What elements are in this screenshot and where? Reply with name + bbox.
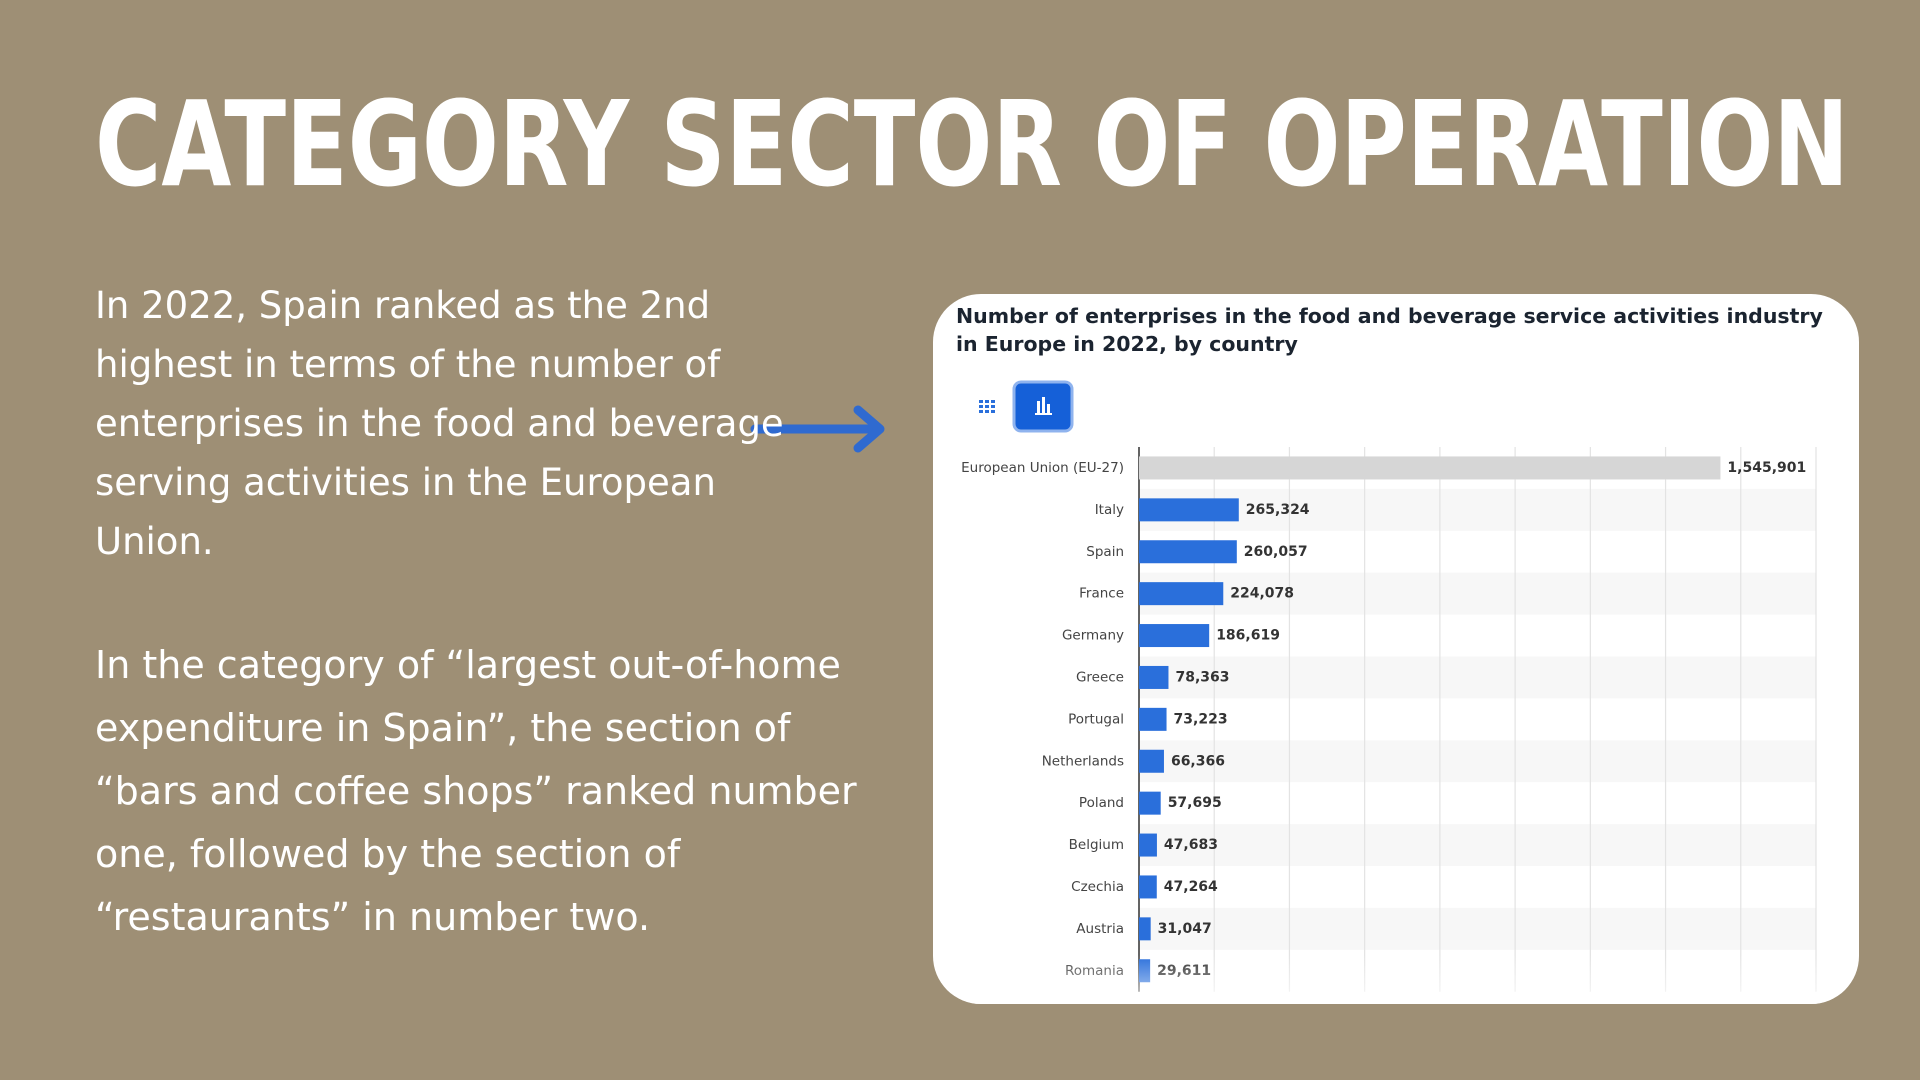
- row-stripe: [1139, 907, 1816, 950]
- bar: [1139, 498, 1239, 522]
- bar: [1139, 540, 1237, 564]
- value-label: 57,695: [1168, 795, 1222, 811]
- category-label: Austria: [1076, 921, 1124, 937]
- bar: [1139, 749, 1164, 773]
- value-label: 1,545,901: [1727, 460, 1806, 476]
- category-label: Belgium: [1069, 837, 1124, 853]
- value-label: 224,078: [1230, 586, 1294, 602]
- bar: [1139, 707, 1167, 731]
- bar: [1139, 791, 1161, 815]
- slide-title: CATEGORY SECTOR OF OPERATION: [95, 75, 1849, 213]
- value-label: 78,363: [1175, 669, 1229, 685]
- bar: [1139, 833, 1157, 857]
- chart-title: Number of enterprises in the food and be…: [956, 304, 1823, 356]
- value-label: 47,264: [1164, 879, 1218, 895]
- bar: [1139, 456, 1721, 480]
- arrow: [750, 405, 885, 453]
- chart-view-button[interactable]: [1012, 380, 1074, 433]
- bar: [1139, 665, 1169, 689]
- value-label: 66,366: [1171, 753, 1225, 769]
- category-label: France: [1079, 586, 1124, 602]
- value-label: 186,619: [1216, 628, 1280, 644]
- fade-overlay: [933, 955, 1859, 1004]
- category-label: Italy: [1095, 502, 1124, 518]
- value-label: 265,324: [1246, 502, 1310, 518]
- row-stripe: [1139, 488, 1816, 531]
- value-label: 260,057: [1244, 544, 1308, 560]
- category-label: Spain: [1086, 544, 1124, 560]
- bar: [1139, 875, 1157, 899]
- row-stripe: [1139, 824, 1816, 866]
- paragraph: In the category of “largest out-of-home …: [95, 643, 857, 939]
- bar: [1139, 582, 1224, 606]
- value-label: 31,047: [1158, 921, 1212, 937]
- category-label: Netherlands: [1042, 753, 1124, 769]
- table-view-button[interactable]: [960, 384, 1010, 430]
- row-stripe: [1139, 740, 1816, 783]
- category-label: Germany: [1062, 628, 1124, 644]
- bar: [1139, 917, 1151, 941]
- row-stripe: [1139, 572, 1816, 615]
- value-label: 47,683: [1164, 837, 1218, 853]
- value-label: 73,223: [1174, 711, 1228, 727]
- row-stripe: [1139, 656, 1816, 699]
- paragraph: In 2022, Spain ranked as the 2nd highest…: [95, 284, 784, 563]
- bar: [1139, 624, 1210, 648]
- category-label: Czechia: [1071, 879, 1124, 895]
- category-label: Greece: [1076, 669, 1124, 685]
- category-label: European Union (EU-27): [961, 460, 1124, 476]
- category-label: Poland: [1079, 795, 1124, 811]
- chart-plot: European Union (EU-27) 1,545,901 Italy 265,…: [933, 380, 1859, 1004]
- category-label: Portugal: [1068, 711, 1124, 727]
